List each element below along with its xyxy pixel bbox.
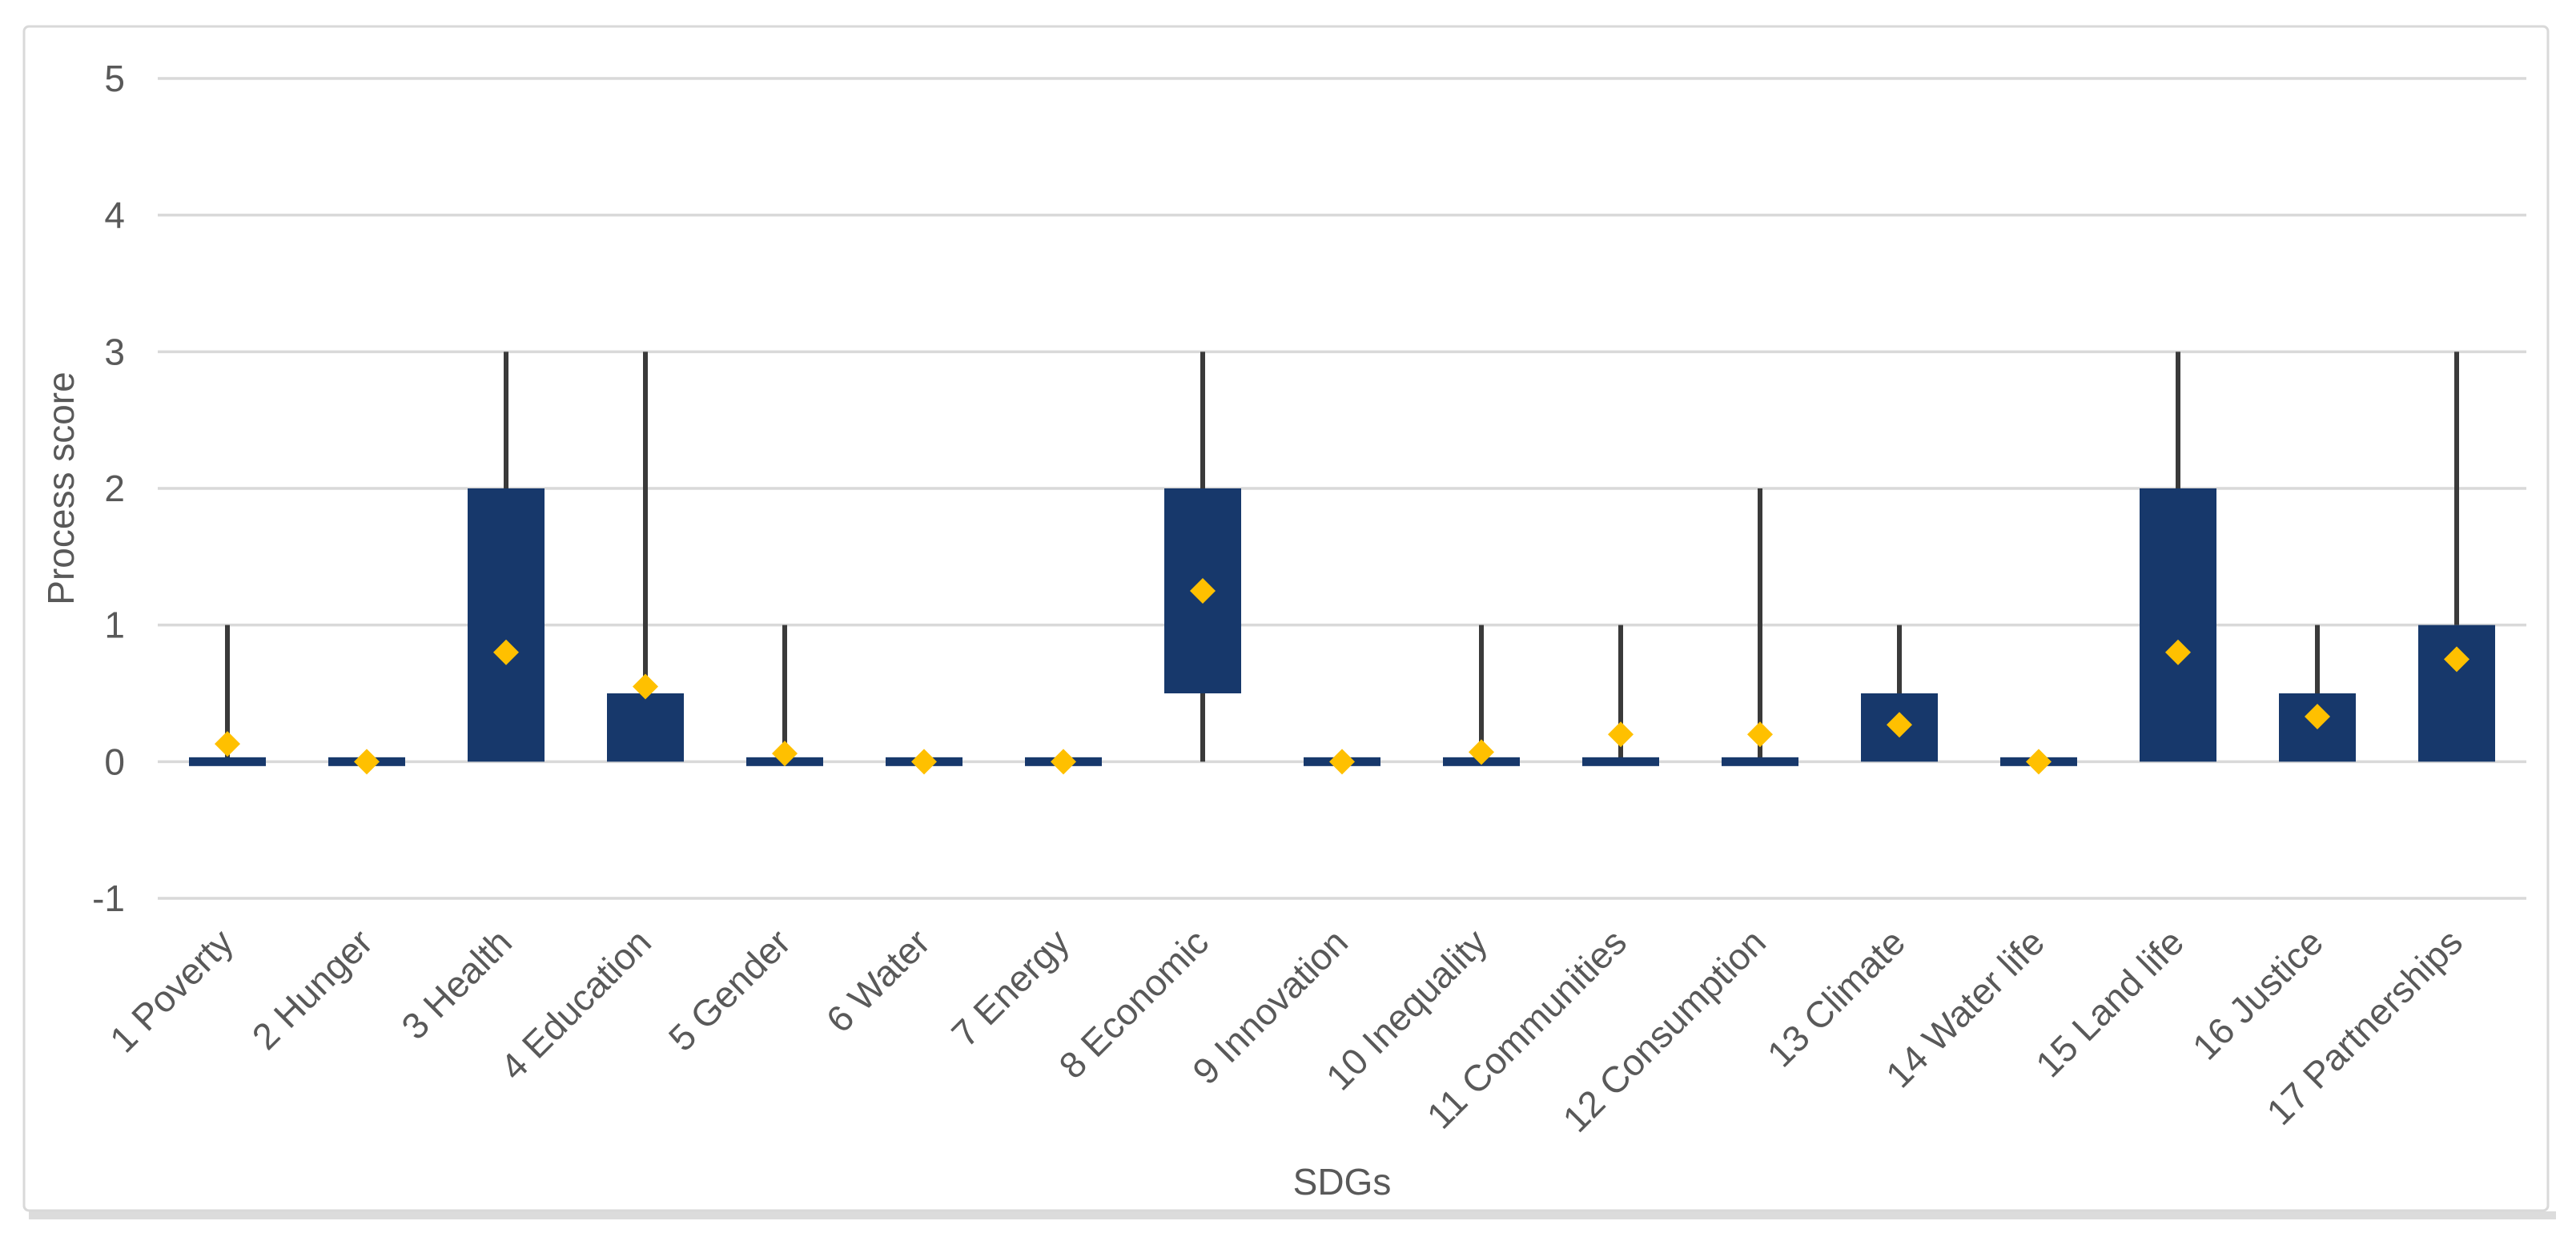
mean-marker	[493, 639, 519, 665]
y-tick-label: 1	[104, 604, 125, 646]
y-tick-label: -1	[92, 878, 125, 919]
iqr-box-flat	[1582, 757, 1659, 766]
y-tick-label: 4	[104, 195, 125, 236]
iqr-box	[607, 693, 684, 762]
mean-marker	[2444, 646, 2470, 673]
mean-marker	[1887, 712, 1912, 738]
mean-marker	[2026, 749, 2052, 775]
mean-marker	[1747, 721, 1773, 748]
chart-bottom-edge	[29, 1211, 2556, 1219]
mean-marker	[911, 749, 937, 775]
mean-marker	[1608, 721, 1634, 748]
mean-marker	[1469, 739, 1494, 765]
y-tick-label: 5	[104, 58, 125, 99]
mean-marker	[1051, 749, 1076, 775]
mean-marker	[2305, 704, 2330, 730]
iqr-box	[2418, 624, 2495, 762]
mean-marker	[1329, 749, 1355, 775]
y-axis-tick-labels: 5 4 3 2 1 0 -1	[92, 58, 125, 919]
mean-marker	[1190, 578, 1216, 604]
iqr-box	[2140, 488, 2216, 762]
mean-marker	[215, 731, 240, 757]
mean-marker	[2165, 639, 2191, 665]
chart-border	[22, 25, 2550, 1212]
y-tick-label: 0	[104, 741, 125, 782]
y-tick-label: 2	[104, 468, 125, 509]
mean-marker	[772, 741, 798, 767]
y-axis-title: Process score	[40, 371, 82, 604]
mean-marker	[354, 749, 380, 775]
y-tick-label: 3	[104, 331, 125, 372]
iqr-box	[468, 488, 545, 762]
iqr-box-flat	[189, 757, 266, 766]
iqr-box-flat	[1722, 757, 1798, 766]
mean-marker	[633, 673, 658, 700]
x-axis-title: SDGs	[1293, 1161, 1392, 1203]
